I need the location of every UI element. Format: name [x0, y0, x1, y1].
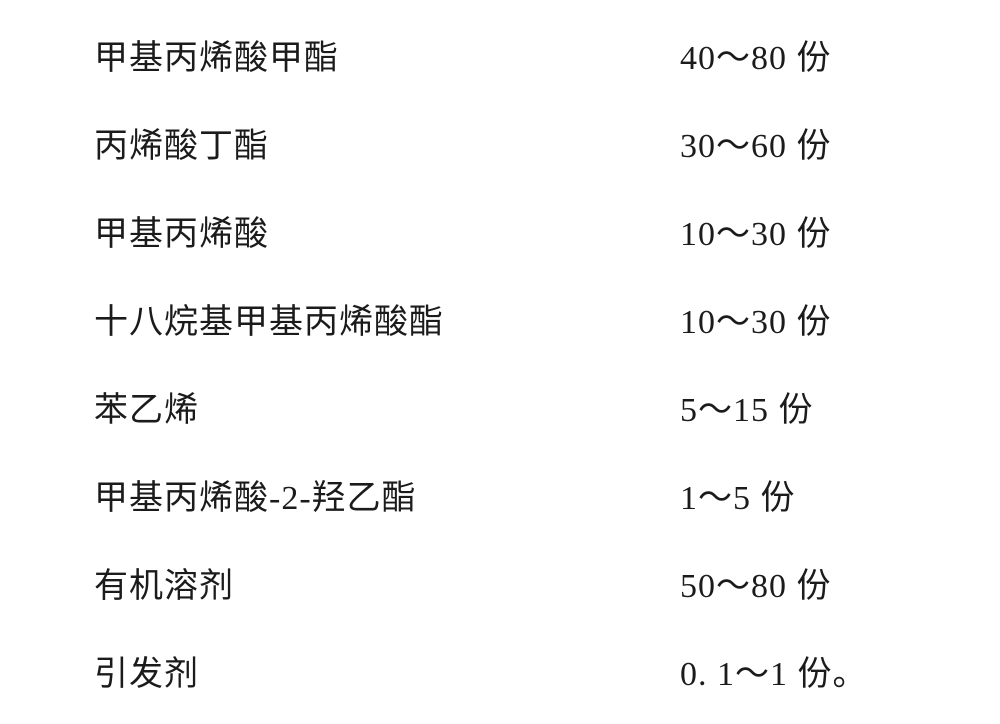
table-row: 十八烷基甲基丙烯酸酯 10～30 份 — [94, 294, 914, 343]
ingredient-label: 甲基丙烯酸-2-羟乙酯 — [94, 470, 417, 519]
value-text: 1～5 份 — [680, 480, 796, 517]
value-text: 50～80 份 — [680, 568, 832, 605]
table-row: 甲基丙烯酸-2-羟乙酯 1～5 份 — [94, 470, 914, 519]
value-text: 5～15 份 — [680, 392, 814, 429]
table-row: 甲基丙烯酸 10～30 份 — [94, 206, 914, 255]
ingredient-label: 十八烷基甲基丙烯酸酯 — [94, 294, 444, 343]
ingredient-label: 引发剂 — [94, 646, 199, 695]
ingredient-value: 1～5 份 — [680, 470, 796, 519]
table-row: 苯乙烯 5～15 份 — [94, 382, 914, 431]
ingredient-label: 丙烯酸丁酯 — [94, 118, 269, 167]
table-row: 丙烯酸丁酯 30～60 份 — [94, 118, 914, 167]
ingredient-label: 甲基丙烯酸 — [94, 206, 269, 255]
ingredient-value: 0. 1～1 份。 — [680, 646, 868, 695]
ingredient-value: 10～30 份 — [680, 206, 832, 255]
ingredient-value: 30～60 份 — [680, 118, 832, 167]
value-text: 0. 1～1 份 — [680, 656, 833, 693]
ingredient-value: 5～15 份 — [680, 382, 814, 431]
ingredient-value: 40～80 份 — [680, 30, 832, 79]
ingredient-value: 50～80 份 — [680, 558, 832, 607]
table-row: 有机溶剂 50～80 份 — [94, 558, 914, 607]
ingredient-label: 苯乙烯 — [94, 382, 199, 431]
ingredient-table: 甲基丙烯酸甲酯 40～80 份 丙烯酸丁酯 30～60 份 甲基丙烯酸 10～3… — [0, 0, 1000, 724]
ingredient-label: 甲基丙烯酸甲酯 — [94, 30, 339, 79]
ingredient-value: 10～30 份 — [680, 294, 832, 343]
table-row: 甲基丙烯酸甲酯 40～80 份 — [94, 30, 914, 79]
value-text: 30～60 份 — [680, 128, 832, 165]
value-text: 10～30 份 — [680, 304, 832, 341]
value-text: 40～80 份 — [680, 40, 832, 77]
table-row: 引发剂 0. 1～1 份。 — [94, 646, 914, 695]
value-tail: 。 — [833, 656, 868, 693]
value-text: 10～30 份 — [680, 216, 832, 253]
ingredient-label: 有机溶剂 — [94, 558, 234, 607]
